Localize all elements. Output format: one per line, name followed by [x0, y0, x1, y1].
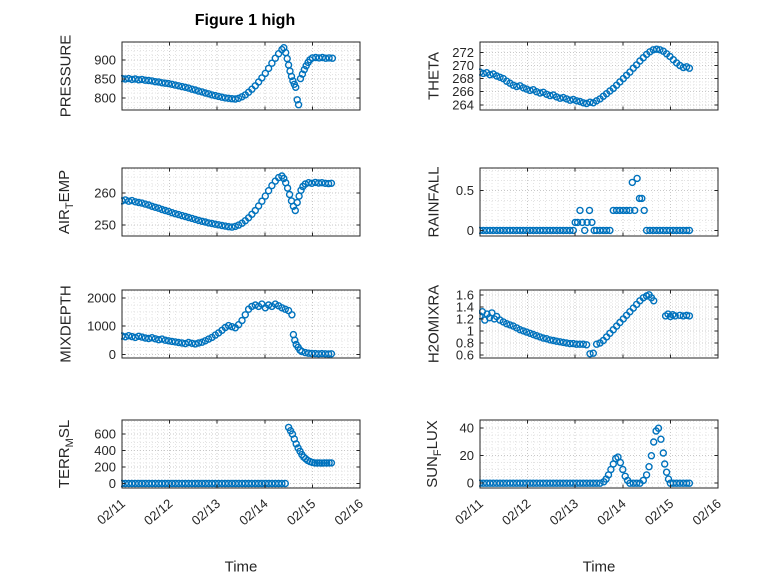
data-points-pressure — [121, 44, 337, 109]
ytick-label: 0 — [467, 223, 474, 238]
subplot-airtemp: 250 260 — [94, 167, 361, 237]
xtick-label: 02/13 — [547, 496, 582, 528]
ytick-label: 0 — [109, 476, 116, 491]
ytick-label: 400 — [94, 443, 116, 458]
ytick-label: 1000 — [87, 319, 116, 334]
xtick-label: 02/11 — [452, 496, 486, 528]
xtick-label: 02/16 — [331, 496, 366, 528]
xtick-label: 02/12 — [141, 496, 176, 528]
ylabel-terrmsl: TERRMSL — [56, 419, 76, 489]
subplot-h2omixra: 0.60.811.21.41.6 — [456, 287, 719, 362]
ytick-label: 260 — [94, 185, 116, 200]
ytick-label: 0.8 — [456, 335, 474, 350]
ytick-label: 268 — [452, 71, 474, 86]
ytick-label: 850 — [94, 72, 116, 87]
ytick-label: 1.4 — [456, 299, 474, 314]
xtick-label: 02/12 — [499, 496, 534, 528]
x-axis-label-right: Time — [582, 558, 616, 576]
xtick-label: 02/15 — [284, 496, 319, 528]
ylabel-h2omixra: H2OMIXRA — [425, 284, 443, 364]
ytick-label: 1.2 — [456, 311, 474, 326]
xtick-label: 02/15 — [642, 496, 677, 528]
ytick-label: 266 — [452, 84, 474, 99]
ytick-label: 800 — [94, 90, 116, 105]
ylabel-airtemp: AIRTEMP — [56, 169, 76, 235]
ytick-label: 1.6 — [456, 287, 474, 302]
ytick-label: 0 — [467, 476, 474, 491]
data-points-airtemp — [121, 172, 336, 231]
ytick-label: 40 — [460, 421, 474, 436]
ylabel-sunflux: SUNFLUX — [424, 420, 444, 488]
subplot-rainfall: 00.5 — [456, 167, 719, 238]
ytick-label: 1 — [467, 323, 474, 338]
ytick-label: 0.6 — [456, 347, 474, 362]
data-points-rainfall — [479, 174, 694, 235]
ytick-label: 900 — [94, 53, 116, 68]
ytick-label: 250 — [94, 217, 116, 232]
ylabel-pressure: PRESSURE — [57, 34, 75, 118]
subplot-sunflux: 0 20 40 02/11 02/12 02/13 02/14 02/15 02/16 — [452, 419, 724, 528]
xtick-label: 02/16 — [689, 496, 724, 528]
ytick-label: 20 — [460, 448, 474, 463]
ylabel-mixdepth: MIXDEPTH — [57, 285, 75, 363]
xtick-label: 02/14 — [236, 496, 271, 528]
data-points-sunflux — [479, 424, 694, 487]
ytick-label: 0.5 — [456, 183, 474, 198]
ytick-label: 272 — [452, 45, 474, 60]
subplot-mixdepth: 0 1000 2000 — [87, 289, 361, 362]
ytick-label: 2000 — [87, 290, 116, 305]
xtick-label: 02/14 — [594, 496, 629, 528]
data-points-mixdepth — [121, 300, 336, 358]
subplot-pressure: 800 850 900 — [94, 41, 361, 111]
x-axis-label-left: Time — [224, 558, 258, 576]
figure-title: Figure 1 high — [194, 12, 296, 29]
ytick-label: 200 — [94, 459, 116, 474]
ylabel-theta: THETA — [425, 51, 443, 101]
ytick-label: 270 — [452, 58, 474, 73]
xtick-label: 02/13 — [189, 496, 224, 528]
ytick-label: 264 — [452, 97, 474, 112]
data-points-h2omixra — [479, 291, 694, 358]
ytick-label: 600 — [94, 427, 116, 442]
xtick-label: 02/11 — [94, 496, 128, 528]
data-points-theta — [479, 45, 694, 108]
ytick-label: 0 — [109, 347, 116, 362]
ylabel-rainfall: RAINFALL — [425, 166, 443, 238]
